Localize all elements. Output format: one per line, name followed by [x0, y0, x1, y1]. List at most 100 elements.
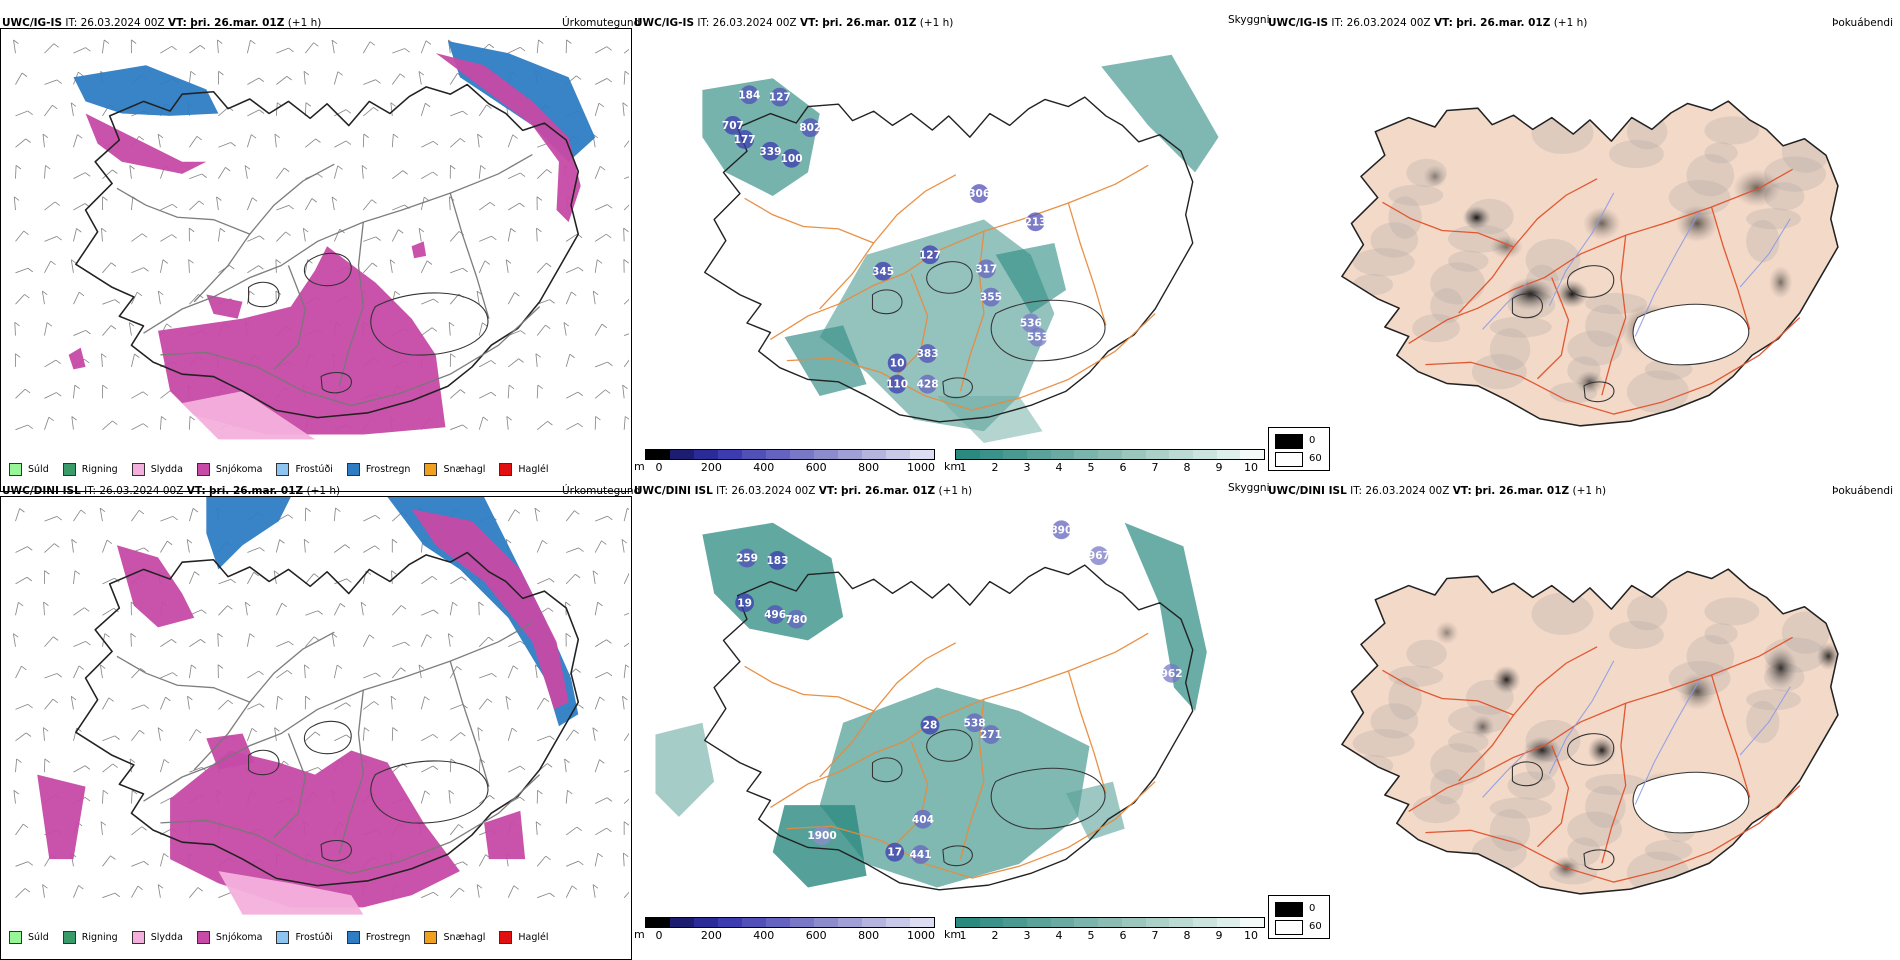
- header-it-label: IT:: [1331, 17, 1343, 29]
- fog-legend-label-high: 60: [1309, 453, 1322, 464]
- legend-item-frostúði: Frostúði: [276, 931, 332, 944]
- header-it-value: 26.03.2024 00Z: [731, 485, 815, 497]
- visibility-value-label: 496: [764, 609, 786, 621]
- legend-swatch: [347, 463, 360, 476]
- colorbar-tick-label: 7: [1152, 461, 1159, 474]
- legend-label: Haglél: [518, 932, 548, 943]
- legend-label: Súld: [28, 464, 49, 475]
- colorbar-cell: [1146, 450, 1170, 459]
- header-it-label: IT:: [65, 17, 77, 29]
- visibility-value-label: 553: [1027, 332, 1049, 344]
- visibility-value-label: 213: [1025, 216, 1047, 228]
- header-vt-label: VT:: [1453, 485, 1472, 497]
- visibility-value-label: 259: [736, 553, 758, 565]
- colorbar-tick-label: 5: [1088, 461, 1095, 474]
- colorbar-tick-label: 10: [1244, 461, 1258, 474]
- legend-item-frostregn: Frostregn: [347, 931, 411, 944]
- colorbar-cell: [766, 918, 790, 927]
- legend-swatch: [347, 931, 360, 944]
- colorbar-cell: [1193, 450, 1217, 459]
- colorbar-tick-label: 0: [656, 929, 663, 942]
- colorbar-cell: [790, 450, 814, 459]
- header-vt-value: þri. 26.mar. 01Z: [1456, 17, 1550, 29]
- colorbar-cell: [1193, 918, 1217, 927]
- colorbar-cell: [910, 450, 934, 459]
- visibility-value-label: 127: [919, 249, 941, 261]
- legend-swatch: [499, 463, 512, 476]
- colorbar-cell: [956, 918, 980, 927]
- legend-item-slydda: Slydda: [132, 463, 183, 476]
- visibility-value-label: 538: [964, 717, 986, 729]
- visibility-value-label: 967: [1088, 550, 1110, 562]
- colorbar-cell: [980, 918, 1004, 927]
- colorbar-cell: [694, 450, 718, 459]
- header-model: UWC/IG-IS: [1268, 17, 1328, 29]
- colorbar-cell: [1098, 450, 1122, 459]
- colorbar-cell: [1027, 918, 1051, 927]
- fog-map-title: Þokuábendi: [1832, 17, 1893, 29]
- fog-map-title: Þokuábendi: [1832, 485, 1893, 497]
- colorbar-cell: [862, 918, 886, 927]
- fog-legend-swatch-light: [1275, 452, 1303, 467]
- colorbar-cell: [910, 918, 934, 927]
- colorbar-tick-label: 3: [1024, 929, 1031, 942]
- visibility-scale-m-unit: m: [634, 460, 645, 473]
- visibility-value-label: 707: [722, 120, 744, 132]
- legend-item-haglél: Haglél: [499, 931, 548, 944]
- colorbar-tick-label: 3: [1024, 461, 1031, 474]
- legend-swatch: [197, 931, 210, 944]
- visibility-value-label: 404: [912, 814, 934, 826]
- legend-swatch: [63, 931, 76, 944]
- colorbar-cell: [838, 918, 862, 927]
- colorbar-cell: [1122, 918, 1146, 927]
- legend-swatch: [9, 463, 22, 476]
- precip-map-header: UWC/DINI ISL IT: 26.03.2024 00Z VT: þri.…: [2, 485, 340, 497]
- colorbar-cell: [670, 918, 694, 927]
- legend-swatch: [276, 931, 289, 944]
- legend-item-frostúði: Frostúði: [276, 463, 332, 476]
- legend-swatch: [424, 931, 437, 944]
- colorbar-cell: [838, 450, 862, 459]
- fog-legend-label-low: 0: [1309, 903, 1315, 914]
- visibility-value-label: 1900: [807, 830, 836, 842]
- visibility-value-label: 17: [887, 847, 902, 859]
- colorbar-cell: [694, 918, 718, 927]
- colorbar-tick-label: 7: [1152, 929, 1159, 942]
- visibility-value-label: 383: [917, 348, 939, 360]
- legend-swatch: [424, 463, 437, 476]
- colorbar-tick-label: 4: [1056, 929, 1063, 942]
- visibility-value-label: 177: [734, 134, 756, 146]
- header-model: UWC/IG-IS: [2, 17, 62, 29]
- colorbar-cell: [646, 450, 670, 459]
- colorbar-tick-label: 10: [1244, 929, 1258, 942]
- colorbar-cell: [790, 918, 814, 927]
- visibility-value-label: 962: [1161, 668, 1183, 680]
- visibility-map-title: Skyggni: [1228, 482, 1270, 494]
- visibility-value-label: 183: [766, 555, 788, 567]
- legend-item-slydda: Slydda: [132, 931, 183, 944]
- header-model: UWC/IG-IS: [634, 17, 694, 29]
- colorbar-cell: [1074, 918, 1098, 927]
- legend-swatch: [276, 463, 289, 476]
- colorbar-tick-label: 800: [858, 929, 879, 942]
- colorbar-tick-label: 800: [858, 461, 879, 474]
- colorbar-cell: [766, 450, 790, 459]
- colorbar-cell: [1051, 450, 1075, 459]
- colorbar-cell: [1169, 450, 1193, 459]
- header-vt-label: VT:: [800, 17, 819, 29]
- legend-item-frostregn: Frostregn: [347, 463, 411, 476]
- legend-swatch: [63, 463, 76, 476]
- legend-label: Frostúði: [295, 464, 332, 475]
- visibility-value-label: 184: [738, 89, 760, 101]
- visibility-value-label: 306: [968, 188, 990, 200]
